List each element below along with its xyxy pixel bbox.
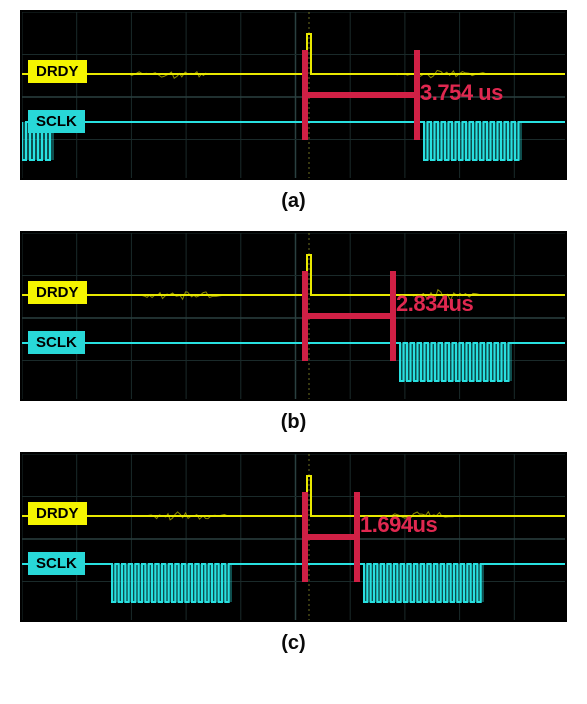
oscilloscope-screen: DRDY SCLK 2.834us xyxy=(20,231,567,401)
measurement-value: 2.834us xyxy=(396,291,473,317)
scope-panel-1: DRDY SCLK 2.834us (b) xyxy=(20,231,567,434)
drdy-label: DRDY xyxy=(28,281,87,304)
scope-panel-2: DRDY SCLK 1.694us (c) xyxy=(20,452,567,655)
sclk-label: SCLK xyxy=(28,552,85,575)
drdy-label: DRDY xyxy=(28,502,87,525)
drdy-label: DRDY xyxy=(28,60,87,83)
cursor-span xyxy=(302,313,396,319)
sclk-label: SCLK xyxy=(28,331,85,354)
measurement-value: 3.754 us xyxy=(420,80,503,106)
panel-caption: (a) xyxy=(20,190,567,213)
oscilloscope-screen: DRDY SCLK 1.694us xyxy=(20,452,567,622)
measurement-value: 1.694us xyxy=(360,512,437,538)
panel-caption: (c) xyxy=(20,632,567,655)
panel-caption: (b) xyxy=(20,411,567,434)
scope-panel-0: DRDY SCLK 3.754 us (a) xyxy=(20,10,567,213)
oscilloscope-screen: DRDY SCLK 3.754 us xyxy=(20,10,567,180)
cursor-span xyxy=(302,92,420,98)
sclk-label: SCLK xyxy=(28,110,85,133)
cursor-span xyxy=(302,534,360,540)
